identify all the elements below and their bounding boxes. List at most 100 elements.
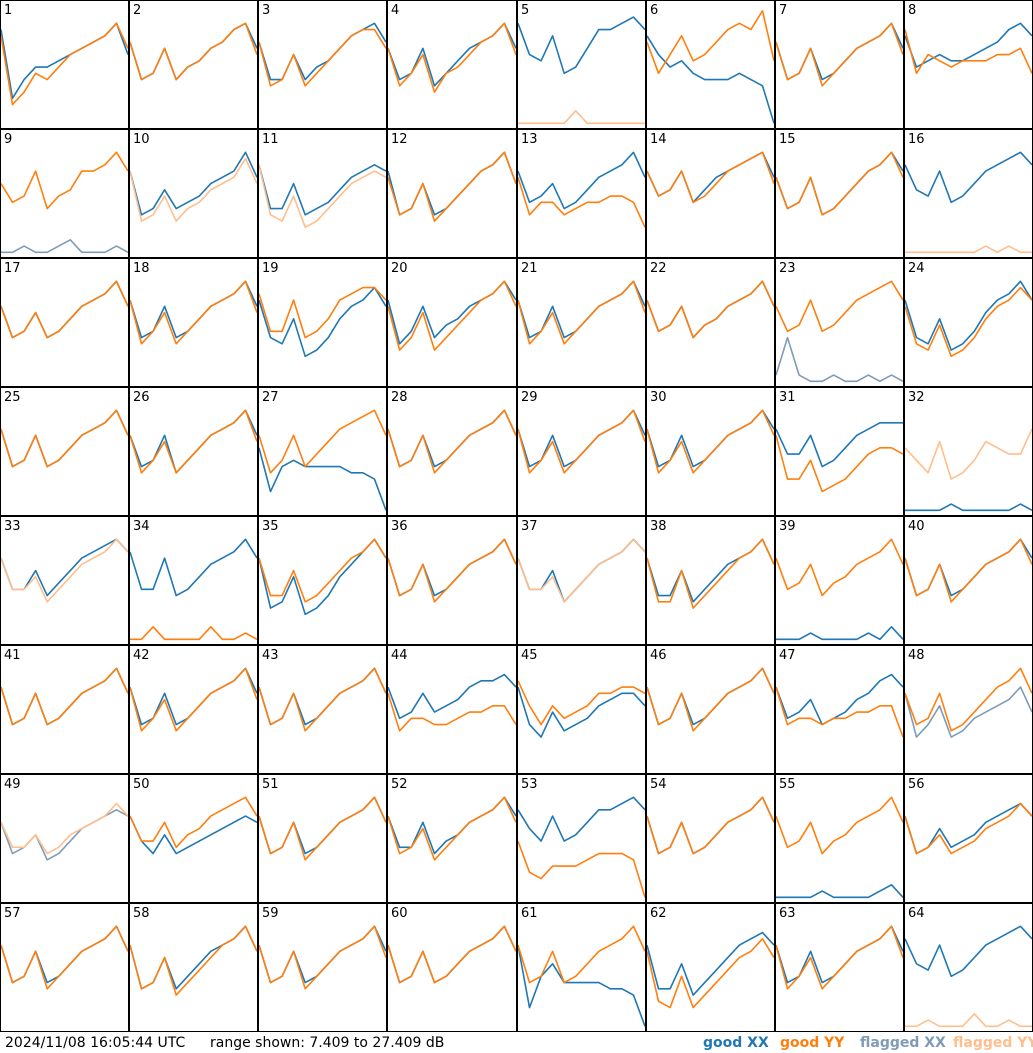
- panel: 64: [904, 903, 1033, 1032]
- plot-area: [387, 538, 517, 603]
- panel: 7: [775, 0, 904, 129]
- panel-title: 24: [908, 261, 925, 276]
- spectrum-line: [1, 239, 129, 254]
- panel-border: [387, 645, 517, 774]
- panel-title: 51: [262, 777, 279, 792]
- panel-title: 6: [650, 3, 658, 18]
- spectrum-line: [258, 447, 387, 511]
- plot-area: [904, 667, 1033, 738]
- panel-title: 57: [4, 906, 21, 921]
- panel: 50: [129, 774, 258, 903]
- panel-title: 21: [521, 261, 538, 276]
- panel-border: [646, 516, 775, 645]
- panel-title: 15: [779, 132, 796, 147]
- plot-area: [646, 409, 775, 474]
- plot-area: [387, 796, 517, 861]
- panel-border: [258, 258, 387, 387]
- legend-entry: flagged XX: [860, 1035, 946, 1051]
- panel-title: 56: [908, 777, 925, 792]
- spectrum-line: [904, 802, 1033, 855]
- panel-border: [0, 387, 129, 516]
- panel-border: [387, 258, 517, 387]
- panel-title: 31: [779, 390, 796, 405]
- panel-border: [904, 387, 1033, 516]
- panel-border: [258, 903, 387, 1032]
- panel-title: 39: [779, 519, 796, 534]
- plot-area: [129, 409, 258, 474]
- panel: 63: [775, 903, 904, 1032]
- plot-area: [517, 796, 646, 898]
- plot-area: [0, 151, 129, 254]
- panel-border: [0, 645, 129, 774]
- plot-area: [517, 280, 646, 345]
- spectrum-line: [517, 925, 646, 984]
- spectrum-line: [129, 796, 258, 849]
- spectrum-line: [258, 538, 387, 616]
- spectrum-line: [387, 538, 517, 603]
- plot-area: [517, 538, 646, 603]
- spectrum-line: [776, 626, 904, 641]
- panel-title: 8: [908, 3, 916, 18]
- spectrum-line: [258, 22, 387, 81]
- spectrum-line: [129, 409, 258, 474]
- spectrum-line: [646, 538, 775, 603]
- panel-border: [0, 774, 129, 903]
- panel: 24: [904, 258, 1033, 387]
- plot-area: [129, 151, 258, 222]
- panel-title: 37: [521, 519, 538, 534]
- spectrum-line: [517, 796, 646, 842]
- panel: 36: [387, 516, 517, 645]
- panel: 14: [646, 129, 775, 258]
- panel-border: [646, 774, 775, 903]
- panel: 11: [258, 129, 387, 258]
- spectrum-line: [517, 280, 646, 345]
- spectrum-line: [258, 796, 387, 861]
- plot-area: [129, 667, 258, 732]
- panel-border: [129, 129, 258, 258]
- panel-border: [129, 516, 258, 645]
- panel-border: [0, 258, 129, 387]
- spectrum-line: [129, 815, 258, 855]
- spectrum-line: [775, 673, 904, 726]
- panel: 10: [129, 129, 258, 258]
- plot-area: [0, 802, 129, 861]
- panel-title: 64: [908, 906, 925, 921]
- spectrum-line: [775, 435, 904, 493]
- plot-area: [904, 925, 1033, 1028]
- legend-entry: good YY: [780, 1035, 845, 1051]
- panel: 60: [387, 903, 517, 1032]
- spectrum-line: [0, 151, 129, 210]
- panel-border: [646, 387, 775, 516]
- panel: 29: [517, 387, 646, 516]
- panel: 45: [517, 645, 646, 774]
- spectrum-line: [904, 151, 1033, 204]
- panel-title: 50: [133, 777, 150, 792]
- spectrum-line: [387, 796, 517, 861]
- panel-title: 10: [133, 132, 150, 147]
- plot-area: [775, 673, 904, 738]
- panel-border: [646, 258, 775, 387]
- panel-border: [517, 0, 646, 129]
- panel-border: [646, 0, 775, 129]
- spectrum-line: [387, 409, 517, 474]
- timestamp: 2024/11/08 16:05:44 UTC: [5, 1035, 185, 1051]
- plot-area: [775, 538, 904, 641]
- panel-title: 41: [4, 648, 21, 663]
- spectrum-line: [129, 22, 258, 81]
- panel: 32: [904, 387, 1033, 516]
- spectrum-line: [129, 151, 258, 216]
- panel-border: [258, 0, 387, 129]
- spectrum-line: [129, 925, 258, 990]
- panel-border: [387, 516, 517, 645]
- panel: 40: [904, 516, 1033, 645]
- spectrum-line: [129, 22, 258, 81]
- panel-title: 11: [262, 132, 279, 147]
- panel-border: [0, 0, 129, 129]
- panel-title: 45: [521, 648, 538, 663]
- plot-area: [517, 925, 646, 1027]
- panel-border: [129, 0, 258, 129]
- panel-title: 54: [650, 777, 667, 792]
- panel: 8: [904, 0, 1033, 129]
- panel-border: [129, 774, 258, 903]
